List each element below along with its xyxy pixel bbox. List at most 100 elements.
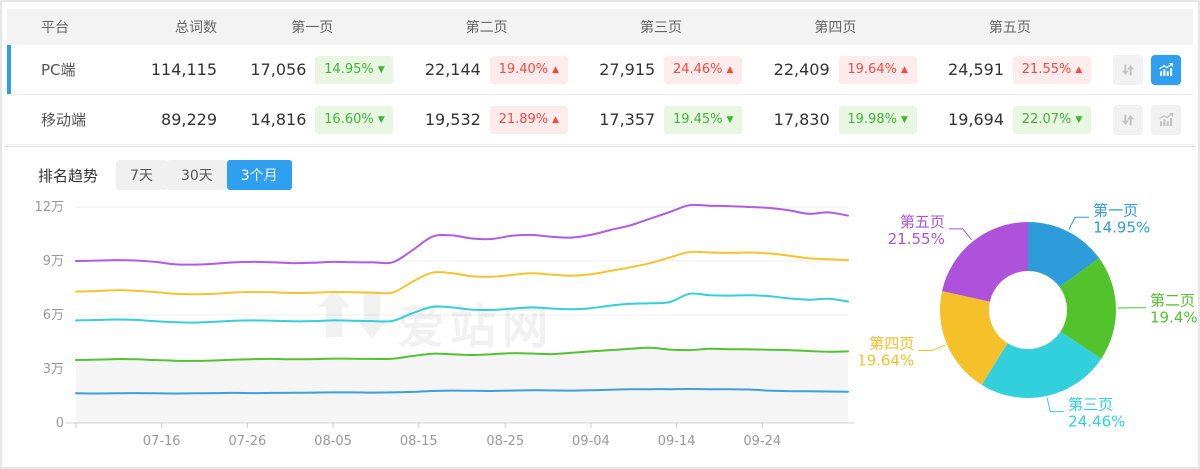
up-triangle-icon: ▲: [552, 64, 560, 75]
page-count-cell: 22,409 19.64% ▲: [748, 55, 922, 84]
trend-chart-button[interactable]: [1151, 54, 1182, 85]
y-axis-label: 12万: [34, 200, 64, 215]
platform-cell: PC端: [41, 61, 76, 79]
y-axis-label: 0: [56, 416, 64, 431]
x-axis-label: 07-16: [143, 434, 181, 449]
total-words-cell: 89,229: [161, 110, 217, 129]
page-count-cell: 19,532 21.89% ▲: [399, 105, 573, 134]
table-row-mobile[interactable]: 移动端 89,229 14,816 16.60% ▼ 19,532 21.89% ▲ 17,35…: [7, 95, 1193, 145]
page-count-value: 17,357: [599, 110, 656, 129]
x-axis-label: 09-04: [572, 434, 610, 449]
label-leader-line: [1068, 216, 1090, 230]
donut-label-name: 第三页: [1068, 396, 1113, 414]
up-triangle-icon: ▲: [552, 114, 560, 125]
donut-label-name: 第五页: [900, 213, 945, 231]
tab-3-months[interactable]: 3个月: [226, 160, 292, 190]
up-triangle-icon: ▲: [1075, 64, 1083, 75]
down-triangle-icon: ▼: [1075, 114, 1083, 125]
donut-slice-第五页[interactable]: [942, 222, 1028, 302]
change-badge: 19.45% ▼: [664, 105, 743, 134]
donut-slice-第四页[interactable]: [940, 291, 1008, 385]
page-count-value: 27,915: [599, 60, 656, 79]
tab-7-days[interactable]: 7天: [116, 160, 167, 190]
area-fill: [76, 347, 848, 423]
x-axis-label: 09-14: [658, 434, 696, 449]
down-triangle-icon: ▼: [900, 114, 908, 125]
trend-section-title: 排名趋势: [38, 166, 99, 185]
page-count-value: 24,591: [948, 60, 1005, 79]
page-count-cell: 14,816 16.60% ▼: [225, 105, 399, 134]
change-percent: 19.64%: [847, 62, 897, 77]
series-line-第五页(累计/总计): [75, 203, 849, 266]
donut-label-name: 第二页: [1150, 292, 1195, 310]
total-words-cell: 114,115: [150, 60, 217, 79]
tab-30-days[interactable]: 30天: [166, 160, 227, 190]
series-line-第四页(累计): [75, 250, 849, 296]
x-axis-label: 08-25: [486, 434, 524, 449]
donut-label-percent: 19.64%: [860, 352, 914, 370]
table-body: PC端 114,115 17,056 14.95% ▼ 22,144 19.40% ▲ 27,9…: [7, 45, 1193, 145]
change-percent: 24.46%: [672, 62, 723, 77]
change-badge: 19.64% ▲: [838, 55, 917, 84]
page-count-value: 14,816: [250, 110, 307, 129]
change-percent: 22.07%: [1021, 112, 1072, 127]
label-leader-line: [1046, 397, 1065, 413]
page-count-value: 19,694: [948, 110, 1005, 129]
page-count-cell: 27,915 24.46% ▲: [574, 55, 748, 84]
change-badge: 24.46% ▲: [664, 55, 743, 84]
y-axis-label: 3万: [43, 362, 64, 377]
ranking-table: 平台 总词数 第一页 第二页 第三页 第四页 第五页 PC端 114,115 17,056 14.…: [7, 9, 1193, 145]
donut-label-name: 第一页: [1093, 201, 1138, 219]
trend-toolbar: 排名趋势 7天 30天 3个月: [4, 147, 1196, 190]
change-percent: 16.60%: [324, 112, 374, 127]
series-line-第三页(累计): [75, 292, 849, 324]
donut-slice-第三页[interactable]: [981, 331, 1102, 398]
x-axis-label: 09-24: [743, 434, 781, 449]
down-triangle-icon: ▼: [377, 114, 385, 125]
down-triangle-icon: ▼: [377, 64, 385, 75]
change-percent: 19.40%: [498, 62, 549, 77]
platform-cell: 移动端: [41, 111, 87, 129]
column-header: 第五页: [988, 20, 1031, 36]
row-actions: [1097, 54, 1193, 85]
up-triangle-icon: ▲: [726, 64, 734, 75]
page-count-value: 19,532: [424, 110, 481, 129]
page-count-cell: 17,056 14.95% ▼: [225, 55, 399, 84]
y-axis-label: 9万: [43, 254, 64, 269]
donut-slice-第二页[interactable]: [1059, 258, 1116, 359]
donut-label-percent: 19.4%: [1150, 309, 1198, 327]
table-row-pc[interactable]: PC端 114,115 17,056 14.95% ▼ 22,144 19.40% ▲ 27,9…: [7, 45, 1193, 95]
page-count-cell: 22,144 19.40% ▲: [399, 55, 573, 84]
page-count-cell: 17,830 19.98% ▼: [748, 105, 922, 134]
donut-label-percent: 21.55%: [888, 230, 945, 248]
trend-section: 排名趋势 7天 30天 3个月 0 3万 6万 9万 12万 爱站网 07-16 07-26 08-…: [4, 146, 1198, 465]
donut-label-percent: 24.46%: [1068, 413, 1125, 431]
change-badge: 21.55% ▲: [1013, 55, 1092, 84]
column-header: 第三页: [640, 20, 683, 36]
down-triangle-icon: ▼: [726, 114, 734, 125]
page-count-value: 17,056: [250, 60, 307, 79]
page-count-value: 22,144: [424, 60, 481, 79]
change-percent: 21.55%: [1021, 62, 1072, 77]
donut-slice-第一页[interactable]: [1028, 222, 1100, 287]
series-line-第二页(累计): [75, 346, 849, 362]
column-header: 总词数: [175, 20, 217, 36]
sort-arrows-button[interactable]: [1113, 104, 1144, 135]
change-percent: 14.95%: [324, 62, 374, 77]
page-count-cell: 24,591 21.55% ▲: [923, 55, 1097, 84]
series-line-第一页: [75, 387, 849, 395]
range-tabs: 7天 30天 3个月: [116, 160, 292, 190]
sort-arrows-button[interactable]: [1113, 54, 1144, 85]
donut-label-percent: 14.95%: [1093, 218, 1150, 236]
column-header: 平台: [41, 20, 69, 36]
column-header: 第一页: [291, 20, 334, 36]
page-count-cell: 17,357 19.45% ▼: [574, 105, 748, 134]
change-percent: 21.89%: [498, 112, 549, 127]
x-axis-label: 08-05: [314, 434, 352, 449]
label-leader-line: [948, 228, 973, 241]
trend-chart-button[interactable]: [1151, 104, 1182, 135]
change-badge: 19.98% ▼: [838, 105, 917, 134]
